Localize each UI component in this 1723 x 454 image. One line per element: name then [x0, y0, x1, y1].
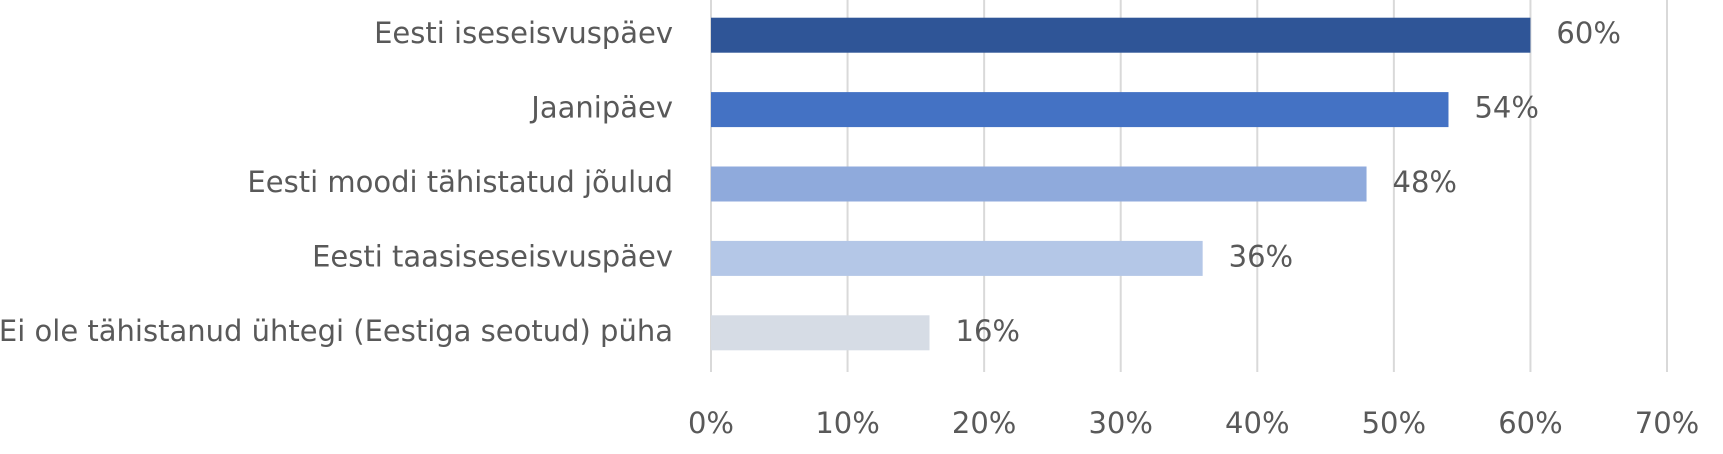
x-tick-label: 30% [1088, 406, 1152, 440]
data-label: 54% [1474, 91, 1538, 125]
x-tick-label: 0% [688, 406, 734, 440]
bar [711, 315, 930, 351]
bar [711, 92, 1449, 128]
x-tick-label: 60% [1498, 406, 1562, 440]
bar [711, 240, 1203, 276]
bar [711, 166, 1367, 202]
data-label: 36% [1229, 239, 1293, 273]
data-label: 48% [1393, 165, 1457, 199]
x-tick-label: 20% [952, 406, 1016, 440]
x-tick-label: 10% [815, 406, 879, 440]
x-tick-label: 70% [1635, 406, 1699, 440]
y-tick-label: Jaanipäev [529, 91, 673, 125]
y-tick-label: Eesti moodi tähistatud jõulud [247, 165, 673, 199]
y-tick-label: Ei ole tähistanud ühtegi (Eestiga seotud… [0, 314, 673, 348]
y-tick-label: Eesti iseseisvuspäev [374, 16, 673, 50]
x-tick-label: 40% [1225, 406, 1289, 440]
bar [711, 17, 1531, 53]
data-label: 16% [956, 314, 1020, 348]
data-label: 60% [1556, 16, 1620, 50]
x-tick-label: 50% [1362, 406, 1426, 440]
y-tick-label: Eesti taasiseseisvuspäev [312, 239, 673, 273]
